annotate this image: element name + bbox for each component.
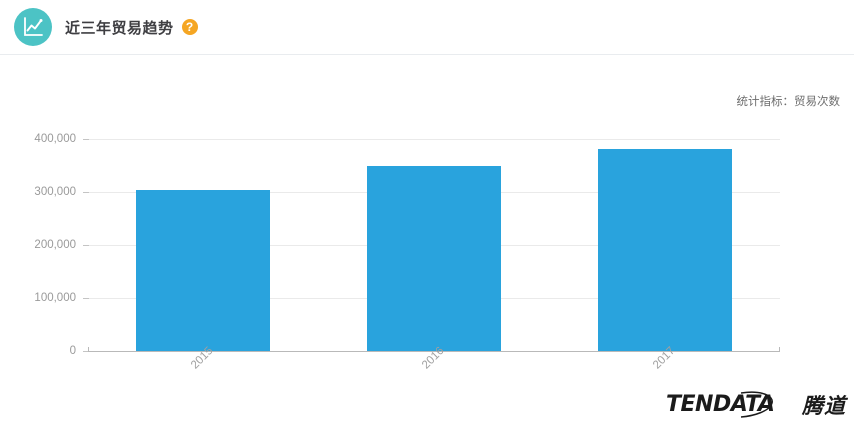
y-axis-tick [83,245,89,246]
x-axis-end-cap [779,347,780,352]
x-axis-line [88,351,780,352]
y-axis-tick-label: 200,000 [34,239,76,251]
trend-chart-icon [14,8,52,46]
y-axis-tick [83,298,89,299]
bar-chart: 0 100,000 200,000 300,000 400,000 2015 2016 20… [0,55,854,429]
help-icon[interactable]: ? [181,19,198,35]
page-title: 近三年贸易趋势 [65,19,174,37]
metric-indicator-label: 统计指标：贸易次数 [736,96,841,108]
y-axis-tick [83,351,89,352]
card-header: 近三年贸易趋势 ? [0,0,854,55]
svg-text:TENDATA: TENDATA [666,392,774,417]
tendata-logo: TENDATA 腾道 [666,385,846,425]
y-axis-tick-label: 100,000 [34,292,76,304]
gridline [88,139,780,140]
bar-2016[interactable] [367,166,501,351]
y-axis-tick-label: 400,000 [34,133,76,145]
y-axis-tick-label: 300,000 [34,186,76,198]
bar-2017[interactable] [598,149,732,351]
logo-cn-text: 腾道 [802,394,846,418]
y-axis-tick [83,139,89,140]
x-axis-start-cap [88,347,89,352]
card-body: 统计指标：贸易次数 0 100,000 200,000 300,000 400,000 … [0,55,854,429]
y-axis-tick-label: 0 [69,345,76,357]
bar-2015[interactable] [136,190,270,351]
y-axis-tick [83,192,89,193]
